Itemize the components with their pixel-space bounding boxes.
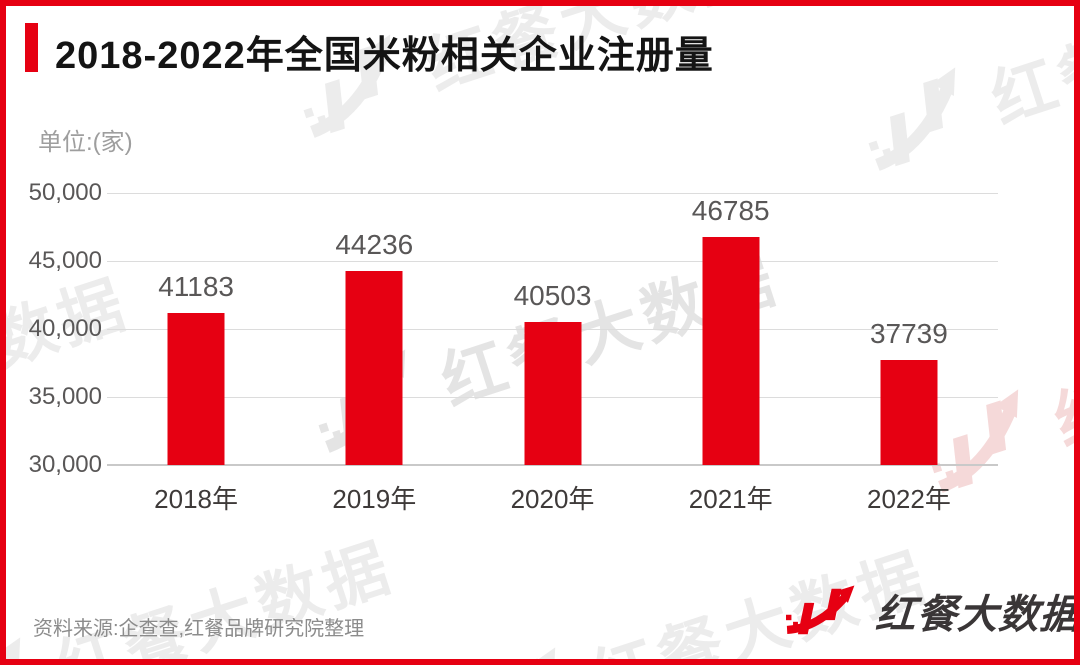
brand-watermark-icon [454,642,592,665]
brand-lockup: 红餐大数据 [786,582,1080,640]
watermark-text: 红餐大数据 [1045,282,1080,459]
y-axis-tick-label: 50,000 [28,179,102,206]
bar-slot: 37739 2022年 [820,193,998,514]
bar-value-label: 37739 [869,317,948,349]
watermark: 红餐大数据 [0,516,404,665]
page-title: 2018-2022年全国米粉相关企业注册量 [55,35,714,77]
x-axis-label: 2022年 [866,484,951,514]
brand-logo-icon [786,584,862,639]
bar-value-label: 40503 [513,280,592,312]
unit-label: 单位:(家) [38,129,133,156]
bar-2021年 [702,236,760,465]
bar-2018年 [167,312,225,465]
x-axis-label: 2019年 [332,484,417,514]
watermark-text: 红餐大数据 [982,0,1080,137]
brand-watermark-icon [854,62,992,178]
x-axis-label: 2021年 [688,484,773,514]
watermark-text: 红餐大数据 [47,530,403,665]
bar-slot: 46785 2021年 [642,193,820,514]
brand-name: 红餐大数据 [874,593,1080,637]
y-axis-tick-label: 30,000 [28,451,102,478]
bar-value-label: 41183 [158,270,234,302]
gridline [107,464,998,466]
data-source-note: 资料来源:企查查,红餐品牌研究院整理 [33,618,365,640]
title-accent-bar [25,23,38,72]
x-axis-label: 2020年 [510,484,595,514]
bar-2019年 [345,271,403,465]
y-axis-tick-label: 45,000 [28,247,102,274]
y-axis-tick-label: 40,000 [28,315,102,342]
gridline [107,193,998,194]
y-axis-tick-label: 35,000 [28,383,102,410]
watermark: 红餐大数据 [853,0,1080,182]
bar-slot: 41183 2018年 [107,193,285,514]
bar-2020年 [524,322,581,465]
gridline [107,261,998,262]
bar-slot: 44236 2019年 [285,193,463,514]
bar-2022年 [880,359,938,465]
bar-slot: 40503 2020年 [463,193,641,514]
x-axis-label: 2018年 [154,484,239,514]
plot-area: 41183 2018年 44236 2019年 40503 2020年 46785 2021年… [107,193,998,514]
bar-value-label: 44236 [335,229,414,261]
bar-value-label: 46785 [691,194,770,226]
y-axis-labels: 30,000 35,000 40,000 45,000 50,000 [20,179,102,478]
